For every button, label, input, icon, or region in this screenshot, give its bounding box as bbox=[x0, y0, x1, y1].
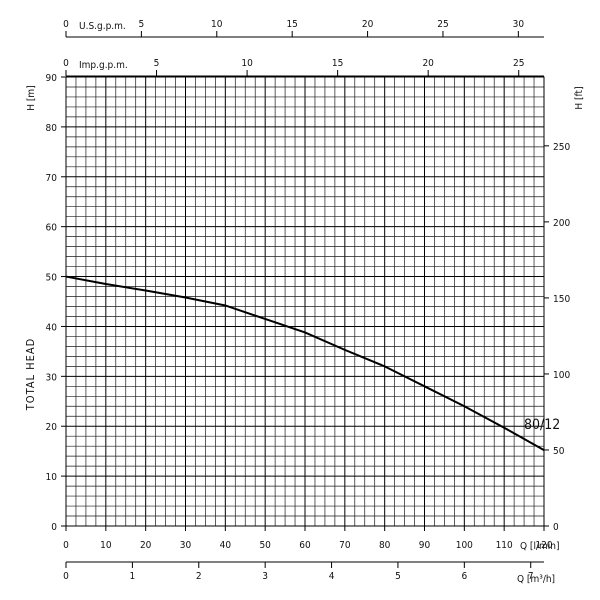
x-tick-label-impgpm: 25 bbox=[513, 58, 524, 69]
x-tick-label-m3h: 1 bbox=[130, 571, 136, 582]
y-tick-label-m: 50 bbox=[46, 273, 58, 284]
y-tick-label-m: 20 bbox=[46, 422, 58, 433]
x-tick-label-lmin: 60 bbox=[299, 540, 311, 551]
y-tick-label-m: 90 bbox=[46, 73, 58, 84]
x-tick-label-lmin: 10 bbox=[100, 540, 112, 551]
x-tick-label-usgpm: 25 bbox=[437, 19, 448, 30]
x-tick-label-usgpm: 5 bbox=[139, 19, 145, 30]
x-tick-label-impgpm: 10 bbox=[241, 58, 253, 69]
x-tick-label-usgpm: 30 bbox=[513, 19, 525, 30]
x-tick-label-lmin: 110 bbox=[496, 540, 513, 551]
x-tick-label-lmin: 30 bbox=[180, 540, 192, 551]
x-tick-label-m3h: 0 bbox=[63, 571, 69, 582]
x-axis-usgpm-label: U.S.g.p.m. bbox=[79, 21, 126, 32]
x-tick-label-impgpm: 5 bbox=[154, 58, 160, 69]
x-tick-label-usgpm: 10 bbox=[211, 19, 223, 30]
y-tick-label-m: 60 bbox=[46, 223, 58, 234]
x-tick-label-m3h: 3 bbox=[262, 571, 268, 582]
x-tick-label-impgpm: 15 bbox=[332, 58, 343, 69]
x-axis-impgpm-label: Imp.g.p.m. bbox=[79, 60, 128, 71]
x-tick-label-m3h: 4 bbox=[329, 571, 335, 582]
x-tick-label-lmin: 80 bbox=[379, 540, 391, 551]
y-tick-label-m: 10 bbox=[46, 472, 58, 483]
y-tick-label-m: 40 bbox=[46, 322, 58, 333]
y-tick-label-m: 30 bbox=[46, 372, 58, 383]
y-tick-label-ft: 100 bbox=[553, 370, 570, 381]
chart-axes bbox=[61, 31, 549, 568]
y-tick-label-ft: 0 bbox=[553, 522, 559, 533]
x-tick-label-lmin: 120 bbox=[535, 540, 552, 551]
x-tick-label-usgpm: 15 bbox=[286, 19, 297, 30]
x-tick-label-lmin: 100 bbox=[456, 540, 473, 551]
x-tick-label-m3h: 7 bbox=[528, 571, 534, 582]
x-tick-label-m3h: 2 bbox=[196, 571, 202, 582]
x-tick-label-impgpm: 20 bbox=[422, 58, 434, 69]
x-tick-label-lmin: 0 bbox=[63, 540, 69, 551]
x-tick-label-lmin: 50 bbox=[259, 540, 271, 551]
x-tick-label-lmin: 40 bbox=[220, 540, 232, 551]
chart-grid bbox=[65, 76, 545, 527]
x-tick-label-lmin: 70 bbox=[339, 540, 351, 551]
y-tick-label-ft: 250 bbox=[553, 142, 570, 153]
series-label: 80/12 bbox=[524, 417, 560, 433]
y-tick-label-ft: 50 bbox=[553, 446, 565, 457]
x-axis-lmin-label: Q [l/min] bbox=[520, 541, 559, 552]
y-tick-label-m: 80 bbox=[46, 123, 58, 134]
y-axis-h-m-label: H [m] bbox=[26, 85, 37, 110]
series-line bbox=[65, 275, 545, 452]
y-tick-label-ft: 150 bbox=[553, 294, 570, 305]
chart-series: 80/12 bbox=[65, 275, 560, 452]
x-tick-label-m3h: 6 bbox=[461, 571, 467, 582]
x-tick-label-usgpm: 0 bbox=[63, 19, 69, 30]
x-tick-label-lmin: 90 bbox=[419, 540, 431, 551]
y-axis-title: TOTAL HEAD bbox=[24, 338, 37, 412]
x-tick-label-lmin: 20 bbox=[140, 540, 152, 551]
y-axis-h-ft-label: H [ft] bbox=[574, 86, 585, 109]
x-tick-label-impgpm: 0 bbox=[63, 58, 69, 69]
x-tick-label-m3h: 5 bbox=[395, 571, 401, 582]
y-tick-label-m: 70 bbox=[46, 173, 58, 184]
x-axis-m3h-label: Q [m³/h] bbox=[517, 574, 555, 585]
y-tick-label-ft: 200 bbox=[553, 218, 570, 229]
x-tick-label-usgpm: 20 bbox=[362, 19, 374, 30]
y-tick-label-m: 0 bbox=[51, 522, 57, 533]
chart-axis-labels: TOTAL HEAD H [m] H [ft] Q [l/min] Q [m³/… bbox=[24, 21, 585, 585]
